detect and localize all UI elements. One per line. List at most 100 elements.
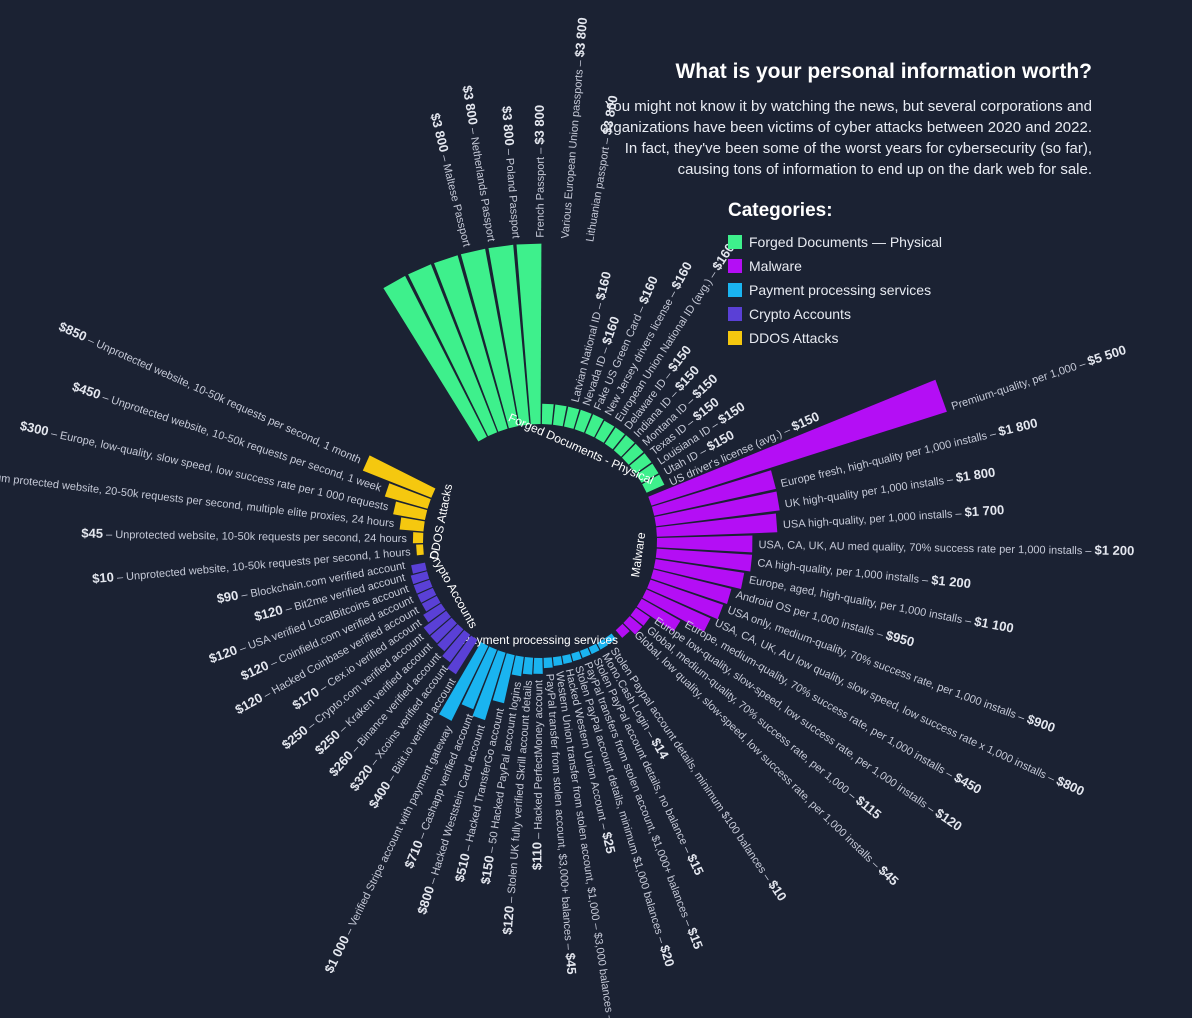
item-price: $25: [599, 831, 618, 855]
item-price: $3 800: [427, 112, 451, 154]
item-label: Netherlands Passport: [468, 136, 497, 242]
item-price: $900: [1025, 712, 1057, 736]
item-price: $10: [92, 570, 115, 587]
item-price: $160: [636, 274, 661, 307]
bar: [622, 443, 644, 465]
item-price: $160: [593, 270, 615, 302]
bar: [423, 610, 451, 636]
bar: [552, 656, 563, 666]
label-separator: –: [758, 869, 775, 886]
item-price: $800: [415, 884, 438, 916]
label-separator: –: [600, 134, 614, 148]
item-price: $115: [853, 793, 884, 822]
label-separator: –: [303, 717, 320, 734]
item-price: $1 800: [955, 465, 997, 486]
bar: [492, 653, 515, 704]
item-price: $1 100: [973, 614, 1015, 636]
item-price: $510: [452, 852, 473, 884]
bar: [461, 646, 497, 710]
item-price: $3 800: [459, 84, 480, 126]
label-separator: –: [1075, 357, 1090, 372]
bar: [564, 406, 580, 429]
bar: [636, 598, 681, 632]
legend-swatch: [728, 283, 742, 297]
bar: [642, 589, 711, 632]
bar: [650, 569, 732, 604]
label-separator: –: [383, 770, 400, 787]
label-separator: –: [426, 873, 441, 888]
label-separator: –: [923, 801, 940, 818]
item-price: $90: [216, 588, 240, 607]
label-separator: –: [705, 266, 722, 283]
label-separator: –: [259, 686, 276, 702]
legend: Categories: Forged Documents — Physical …: [728, 200, 942, 350]
bar: [615, 623, 630, 638]
legend-item-payment-processing: Payment processing services: [728, 278, 942, 302]
label-separator: –: [679, 842, 695, 858]
label-separator: –: [281, 602, 296, 617]
label-separator: –: [103, 529, 115, 541]
legend-item-ddos-attacks: DDOS Attacks: [728, 326, 942, 350]
bar: [399, 517, 425, 532]
label-separator: –: [779, 423, 795, 439]
bar: [516, 243, 542, 425]
legend-swatch: [728, 259, 742, 273]
item-price: $120: [500, 905, 517, 935]
label-separator: –: [592, 299, 607, 314]
label-separator: –: [47, 427, 62, 441]
bar: [656, 535, 753, 553]
label-separator: –: [502, 145, 515, 158]
bar: [588, 643, 600, 655]
item-price: $3 800: [600, 94, 621, 136]
label-separator: –: [1082, 545, 1094, 557]
legend-item-forged-documents: Forged Documents — Physical: [728, 230, 942, 254]
bar: [447, 635, 478, 675]
label-separator: –: [98, 390, 113, 405]
label-separator: –: [415, 828, 431, 844]
bar-label: $3 800 – Poland Passport: [499, 106, 525, 239]
label-separator: –: [505, 893, 518, 906]
label-separator: –: [437, 151, 452, 166]
label-separator: –: [707, 417, 724, 434]
bar: [411, 562, 427, 574]
item-price: $120: [932, 806, 964, 835]
item-label: Unprotected website, 10-50k requests per…: [115, 529, 407, 545]
bar: [416, 544, 424, 556]
label-separator: –: [366, 754, 383, 771]
bar: [653, 559, 745, 589]
bar: [651, 470, 776, 516]
bar: [597, 638, 608, 650]
item-price: $450: [70, 379, 102, 402]
item-price: $150: [715, 399, 747, 427]
bar: [439, 642, 489, 721]
item-price: $45: [562, 952, 578, 975]
item-price: $450: [951, 770, 984, 797]
bar-label: USA, CA, UK, AU med quality, 70% success…: [758, 537, 1134, 559]
item-price: $3 800: [532, 105, 547, 145]
category-label: Payment processing services: [462, 633, 618, 647]
item-price: $110: [530, 842, 545, 870]
bar: [580, 647, 591, 658]
subtitle: You might not know it by watching the ne…: [552, 96, 1092, 180]
bar: [647, 579, 724, 620]
label-separator: –: [113, 571, 126, 584]
item-price: $15: [684, 926, 706, 952]
label-separator: –: [941, 766, 958, 782]
label-separator: –: [532, 830, 544, 842]
item-price: $1 200: [931, 573, 972, 592]
label-separator: –: [562, 940, 575, 953]
item-price: $1 700: [964, 502, 1005, 520]
bar: [410, 571, 430, 585]
bar: [437, 624, 464, 652]
item-label: Premium-quality, per 1,000: [950, 361, 1079, 413]
legend-label: Malware: [749, 258, 802, 274]
bar: [362, 455, 436, 498]
bar: [522, 657, 534, 675]
bar: [430, 617, 457, 644]
label-separator: –: [642, 726, 658, 743]
label-separator: –: [695, 443, 711, 459]
bar: [629, 453, 652, 474]
label-separator: –: [660, 367, 677, 384]
item-price: $45: [81, 526, 103, 541]
